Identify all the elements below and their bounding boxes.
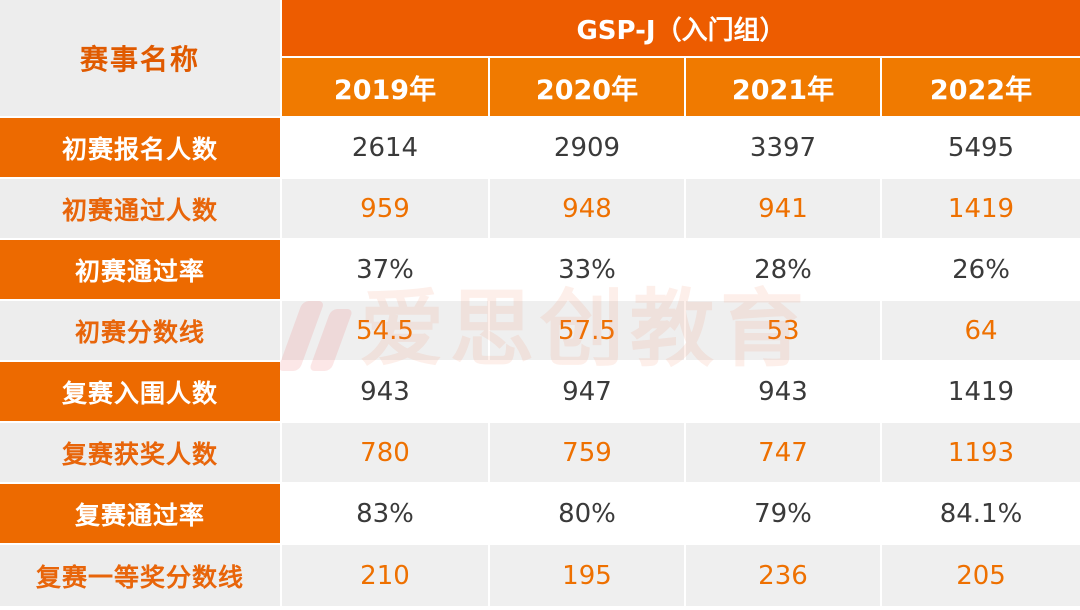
table-row: 初赛通过人数 959 948 941 1419 [0, 179, 1080, 240]
row-label: 复赛入围人数 [0, 362, 282, 423]
row-label: 初赛通过人数 [0, 179, 282, 240]
table-cell: 3397 [686, 118, 882, 179]
table-cell: 943 [282, 362, 490, 423]
table-cell: 1419 [882, 362, 1080, 423]
table-cell: 195 [490, 545, 686, 606]
row-label: 复赛通过率 [0, 484, 282, 545]
table-cell: 780 [282, 423, 490, 484]
table-row: 复赛通过率 83% 80% 79% 84.1% [0, 484, 1080, 545]
row-label: 复赛一等奖分数线 [0, 545, 282, 606]
table-cell: 759 [490, 423, 686, 484]
table-cell: 947 [490, 362, 686, 423]
table-row: 初赛报名人数 2614 2909 3397 5495 [0, 118, 1080, 179]
table-cell: 83% [282, 484, 490, 545]
table-cell: 37% [282, 240, 490, 301]
table-cell: 64 [882, 301, 1080, 362]
column-header-2: 2021年 [686, 58, 882, 118]
table-cell: 948 [490, 179, 686, 240]
row-label: 初赛分数线 [0, 301, 282, 362]
row-label: 复赛获奖人数 [0, 423, 282, 484]
column-header-0: 2019年 [282, 58, 490, 118]
row-label: 初赛通过率 [0, 240, 282, 301]
table-cell: 79% [686, 484, 882, 545]
table-cell: 2909 [490, 118, 686, 179]
table-cell: 205 [882, 545, 1080, 606]
table-cell: 1193 [882, 423, 1080, 484]
table-cell: 1419 [882, 179, 1080, 240]
table-cell: 80% [490, 484, 686, 545]
table-cell: 747 [686, 423, 882, 484]
table-title: GSP-J（入门组） [282, 0, 1080, 58]
table-row: 初赛分数线 54.5 57.5 53 64 [0, 301, 1080, 362]
table-row: 初赛通过率 37% 33% 28% 26% [0, 240, 1080, 301]
table-cell: 236 [686, 545, 882, 606]
year-header-row: 2019年 2020年 2021年 2022年 [0, 58, 1080, 118]
table-cell: 210 [282, 545, 490, 606]
table-cell: 26% [882, 240, 1080, 301]
table-row: 复赛入围人数 943 947 943 1419 [0, 362, 1080, 423]
table-cell: 28% [686, 240, 882, 301]
table-cell: 2614 [282, 118, 490, 179]
table-row: 复赛获奖人数 780 759 747 1193 [0, 423, 1080, 484]
table-cell: 57.5 [490, 301, 686, 362]
table-cell: 54.5 [282, 301, 490, 362]
column-header-1: 2020年 [490, 58, 686, 118]
row-label: 初赛报名人数 [0, 118, 282, 179]
column-header-3: 2022年 [882, 58, 1080, 118]
table-cell: 943 [686, 362, 882, 423]
table-cell: 84.1% [882, 484, 1080, 545]
table-cell: 941 [686, 179, 882, 240]
table-row: 复赛一等奖分数线 210 195 236 205 [0, 545, 1080, 606]
table-cell: 33% [490, 240, 686, 301]
table-cell: 53 [686, 301, 882, 362]
table-cell: 5495 [882, 118, 1080, 179]
row-header-label: 赛事名称 [0, 0, 282, 118]
table-cell: 959 [282, 179, 490, 240]
table-body: 初赛报名人数 2614 2909 3397 5495 初赛通过人数 959 948 941 141… [0, 118, 1080, 606]
